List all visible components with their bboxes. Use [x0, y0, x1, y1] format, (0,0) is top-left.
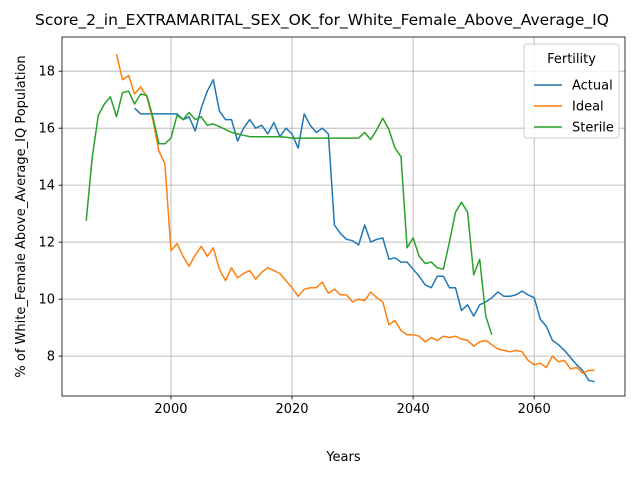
x-tick-label: 2020	[275, 402, 308, 417]
legend-title: Fertility	[547, 52, 596, 67]
x-tick-label: 2060	[518, 402, 551, 417]
legend-box	[523, 43, 620, 139]
y-tick-label: 10	[38, 293, 55, 308]
series-layer	[85, 53, 595, 383]
x-axis-label: Years	[325, 450, 361, 465]
y-axis-label: % of White_Female Above_Average_IQ Popul…	[14, 55, 29, 377]
legend-label-ideal: Ideal	[572, 100, 604, 115]
legend-label-sterile: Sterile	[572, 121, 614, 136]
chart-title: Score_2_in_EXTRAMARITAL_SEX_OK_for_White…	[35, 11, 609, 30]
y-tick-label: 12	[38, 236, 55, 251]
y-tick-label: 8	[47, 350, 55, 365]
y-tick-label: 14	[38, 179, 55, 194]
legend: Fertility Actual Ideal Sterile	[523, 43, 620, 139]
y-tick-label: 16	[38, 122, 55, 137]
x-tick-label: 2040	[397, 402, 430, 417]
y-tick-label: 18	[38, 65, 55, 80]
plot-frame	[61, 36, 626, 397]
series-line-sterile	[85, 90, 493, 335]
x-tick-label: 2000	[154, 402, 187, 417]
axis-ticks: 2000 2020 2040 2060 8 10 12 14 16 18	[38, 65, 550, 417]
series-line-actual	[134, 78, 595, 383]
series-line-ideal	[115, 53, 595, 374]
legend-label-actual: Actual	[572, 79, 613, 94]
